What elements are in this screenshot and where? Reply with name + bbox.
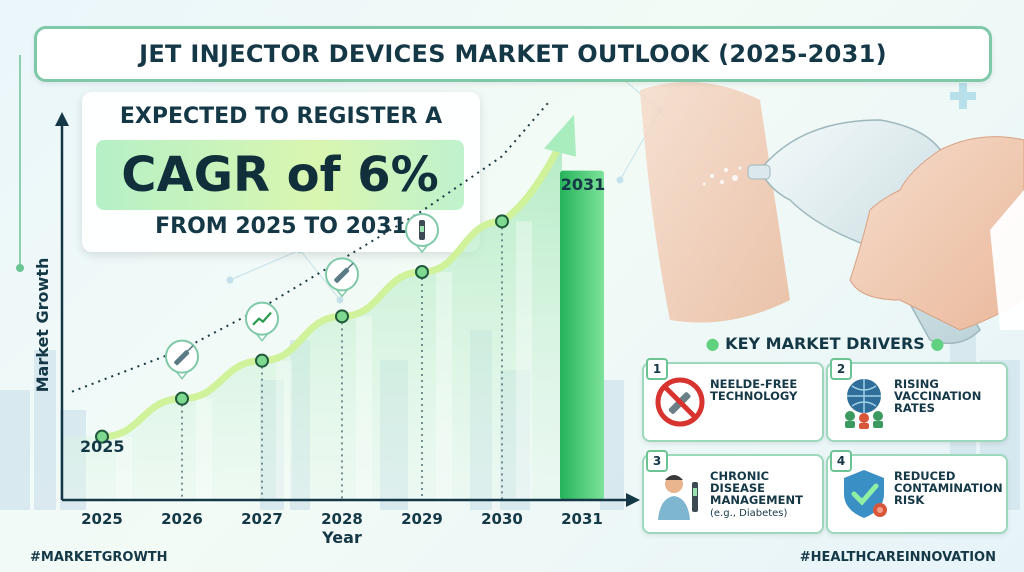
area-stripes xyxy=(116,221,532,501)
area-stripe xyxy=(276,360,292,500)
growth-arrow-head xyxy=(544,114,576,157)
drivers-heading: ● KEY MARKET DRIVERS ● xyxy=(640,334,1010,353)
driver-label-wrap: CHRONIC DISEASE MANAGEMENT (e.g., Diabet… xyxy=(710,470,820,520)
page-title: JET INJECTOR DEVICES MARKET OUTLOOK (202… xyxy=(139,40,887,68)
driver-number: 3 xyxy=(646,450,668,472)
area-stripe xyxy=(356,316,372,500)
data-point xyxy=(415,265,429,279)
x-tick-label: 2031 xyxy=(561,510,603,528)
first-point-label: 2025 xyxy=(80,437,125,456)
growth-area xyxy=(62,140,562,500)
device-bubble-icon xyxy=(405,213,439,254)
bar-2031 xyxy=(560,170,604,500)
cagr-value: CAGR of 6% xyxy=(121,147,439,203)
driver-number: 4 xyxy=(830,450,852,472)
driver-card-1: 1 NEELDE-FREE TECHNOLOGY xyxy=(642,358,824,442)
area-stripe xyxy=(196,398,212,500)
area-stripe xyxy=(516,221,532,501)
x-tick-label: 2028 xyxy=(321,510,363,528)
cagr-line-3: FROM 2025 TO 2031 xyxy=(155,214,407,239)
driver-number: 2 xyxy=(830,358,852,380)
driver-sublabel: (e.g., Diabetes) xyxy=(710,508,788,519)
title-banner: JET INJECTOR DEVICES MARKET OUTLOOK (202… xyxy=(34,26,992,82)
data-point xyxy=(95,429,109,444)
drivers-heading-text: KEY MARKET DRIVERS xyxy=(725,334,925,353)
data-point xyxy=(175,391,189,406)
cagr-line-1: EXPECTED TO REGISTER A xyxy=(119,104,443,129)
last-point-label: 2031 xyxy=(561,175,606,194)
x-axis-arrow xyxy=(626,493,640,507)
patient-pen-icon xyxy=(658,475,698,520)
x-tick-label: 2029 xyxy=(401,510,443,528)
cagr-highlight: CAGR of 6% xyxy=(96,140,464,210)
hashtag-right: #HEALTHCAREINNOVATION xyxy=(799,550,996,565)
drivers-heading-dot-left: ● xyxy=(705,334,720,353)
globe-people-icon xyxy=(845,379,883,429)
hashtag-left: #MARKETGROWTH xyxy=(30,550,168,565)
x-tick-label: 2025 xyxy=(81,510,123,528)
driver-label: REDUCED CONTAMINATION RISK xyxy=(894,469,1003,507)
area-stripe xyxy=(116,436,132,500)
x-tick-label: 2026 xyxy=(161,510,203,528)
growth-chart-bubble-icon xyxy=(245,301,279,342)
data-point xyxy=(335,309,349,324)
x-tick-label: 2030 xyxy=(481,510,523,528)
x-tick-label: 2027 xyxy=(241,510,283,528)
data-point xyxy=(255,353,269,368)
area-stripe xyxy=(436,272,452,500)
data-point xyxy=(495,214,509,229)
driver-card-3: 3 CHRONIC DISEASE MANAGEMENT (e.g., Diab… xyxy=(642,450,824,534)
driver-label: NEELDE-FREE TECHNOLOGY xyxy=(710,377,798,403)
syringe-bubble-icon xyxy=(325,257,359,298)
driver-card-2: 2 RISING VACCINATION RATES xyxy=(826,358,1008,442)
drop-lines xyxy=(181,221,503,500)
driver-label: RISING VACCINATION RATES xyxy=(894,377,982,415)
driver-number: 1 xyxy=(646,358,668,380)
syringe-bubble-icon xyxy=(165,339,199,380)
drivers-heading-dot-right: ● xyxy=(930,334,945,353)
x-axis-label: Year xyxy=(321,528,362,547)
y-axis-label: Market Growth xyxy=(33,258,52,393)
driver-label: CHRONIC DISEASE MANAGEMENT xyxy=(710,469,803,507)
no-needle-icon xyxy=(655,377,705,427)
y-axis-arrow xyxy=(55,112,69,126)
shield-check-icon xyxy=(844,470,887,518)
driver-card-4: 4 REDUCED CONTAMINATION RISK xyxy=(826,450,1008,534)
